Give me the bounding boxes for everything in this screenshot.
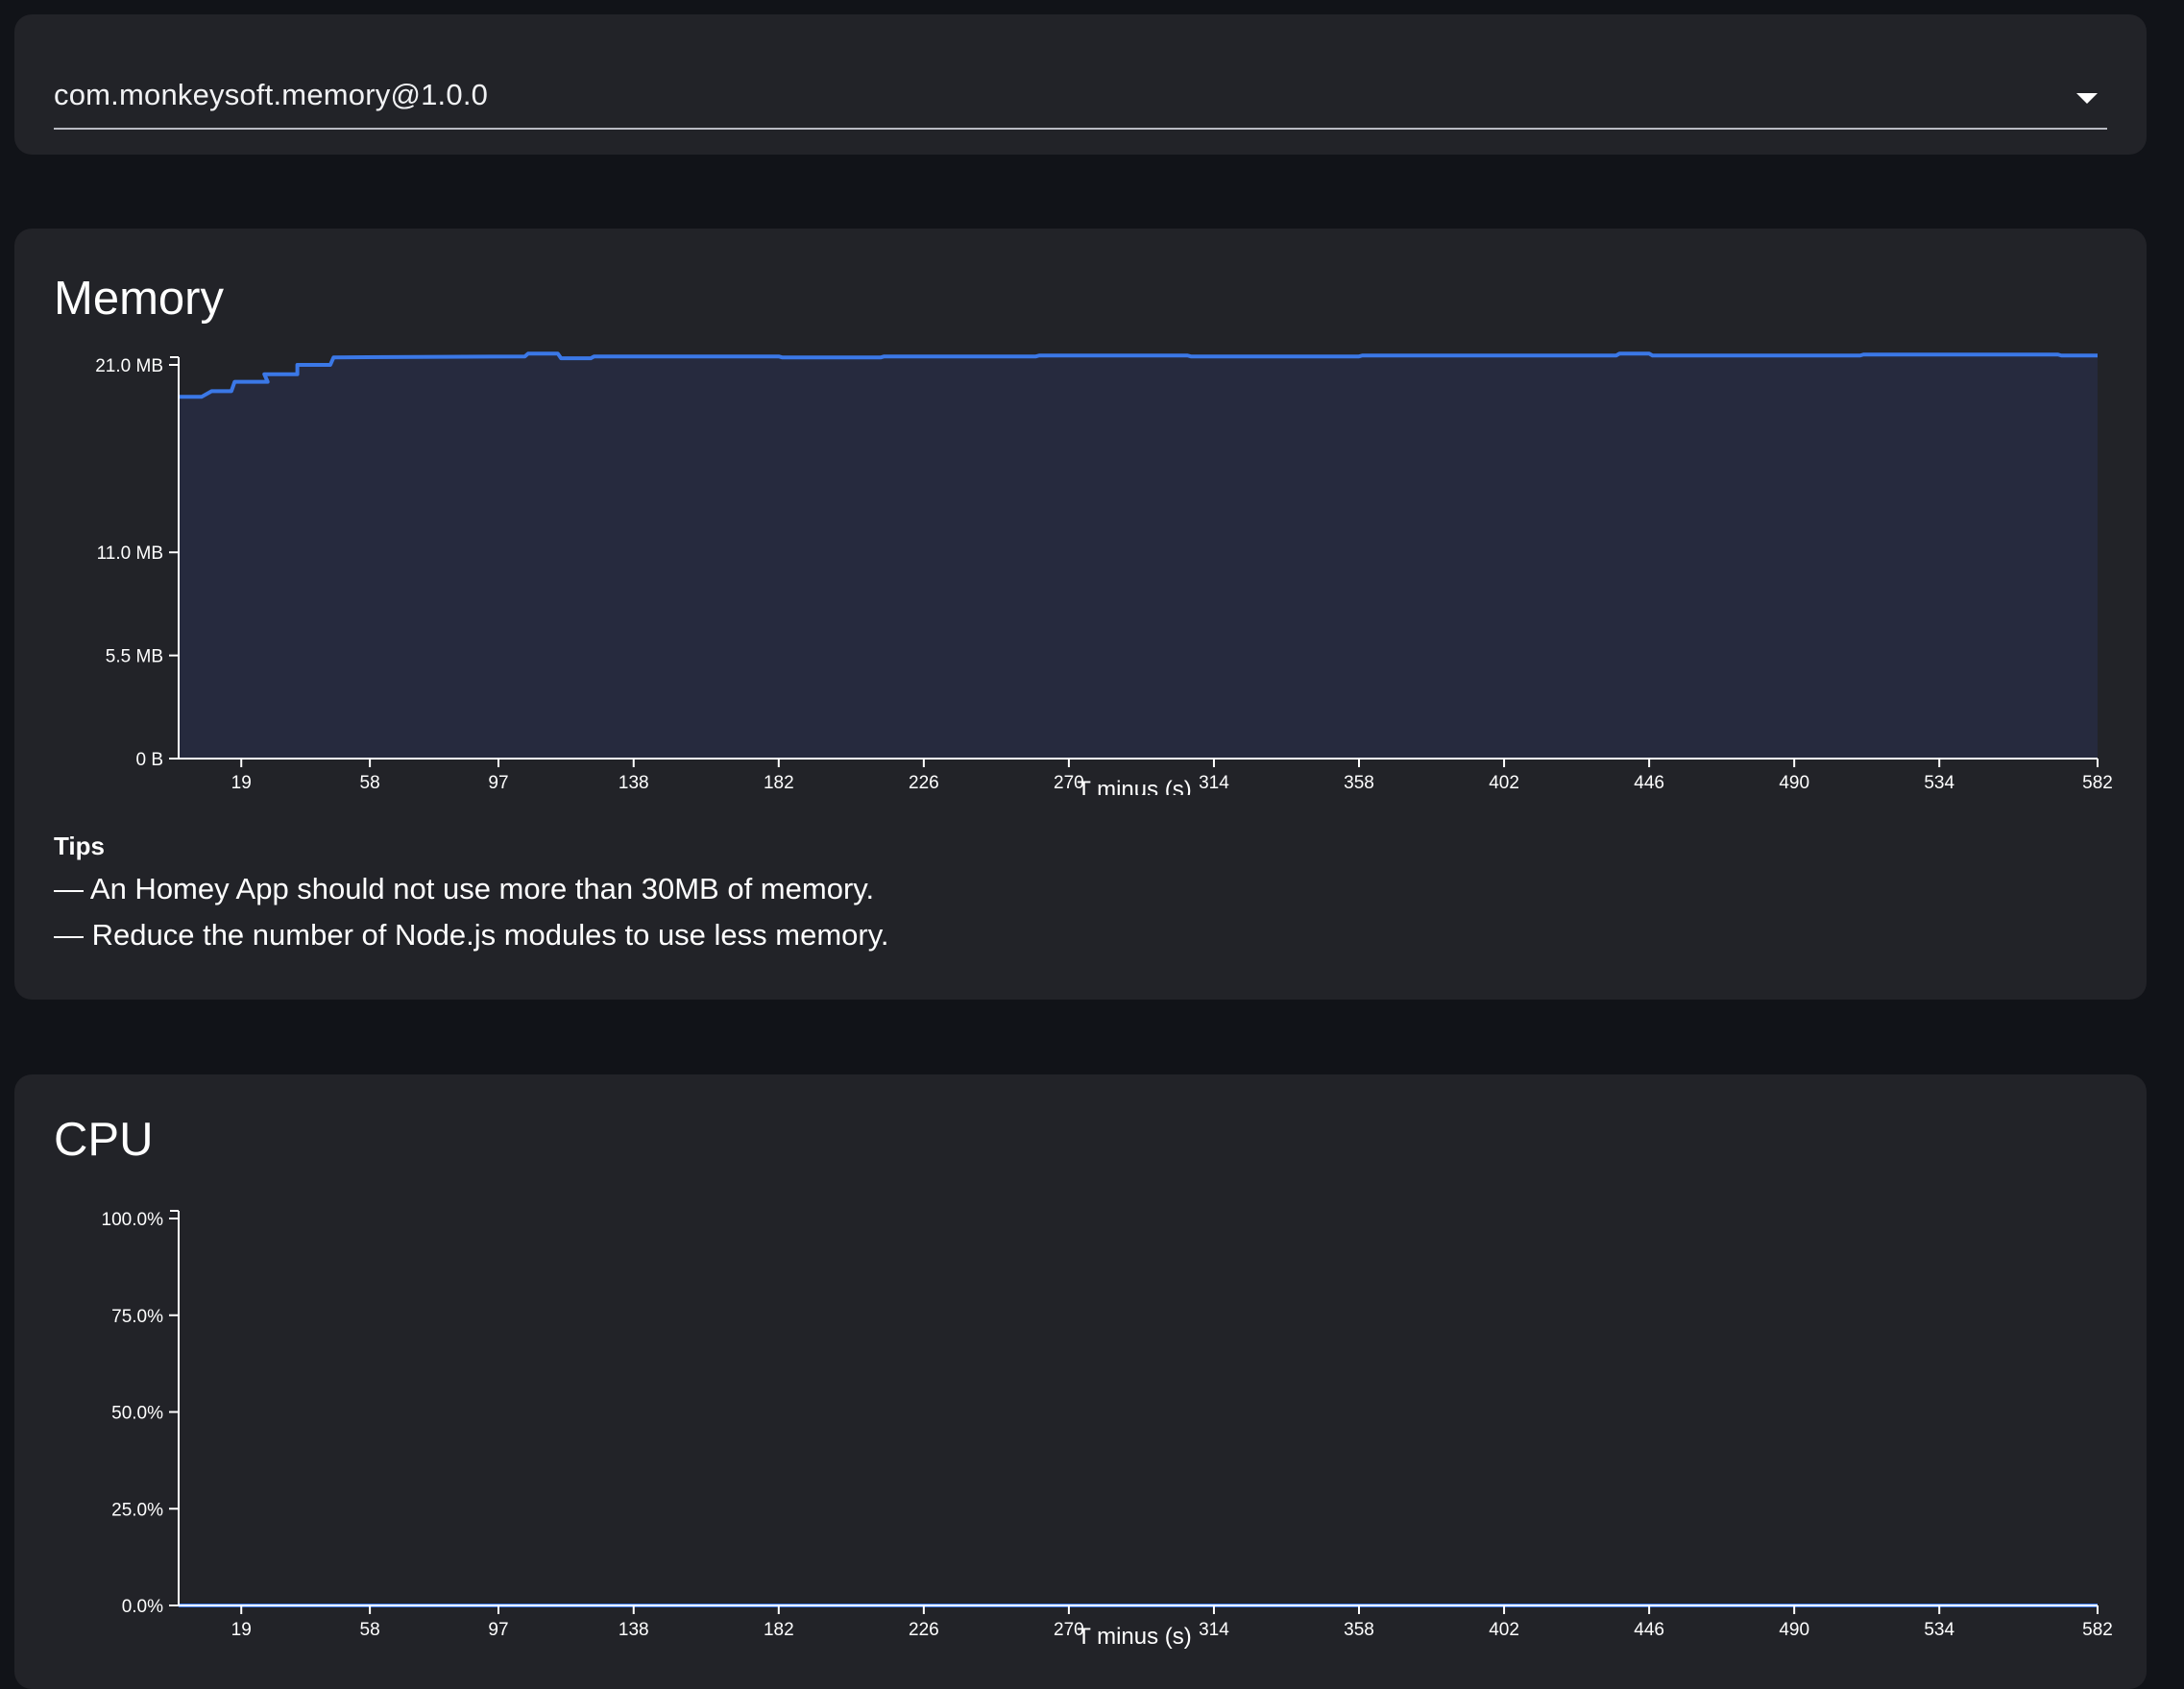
y-tick-label: 0 B — [135, 750, 163, 770]
x-axis-title: T minus (s) — [1077, 1624, 1192, 1650]
app-select-value: com.monkeysoft.memory@1.0.0 — [54, 78, 489, 111]
x-tick-label: 58 — [360, 1620, 380, 1640]
x-tick-label: 58 — [360, 773, 380, 793]
app-select-dropdown[interactable]: com.monkeysoft.memory@1.0.0 — [54, 66, 2107, 130]
app-select-card: com.monkeysoft.memory@1.0.0 — [14, 14, 2147, 155]
memory-card: Memory 0 B 5.5 MB 11.0 MB 21.0 MB 19 58 97 138 1… — [14, 229, 2147, 1000]
x-tick-label: 138 — [619, 1620, 649, 1640]
x-tick-label: 582 — [2082, 773, 2113, 793]
x-tick-label: 402 — [1489, 773, 1519, 793]
y-tick-label: 100.0% — [102, 1210, 164, 1230]
x-tick-label: 19 — [231, 1620, 252, 1640]
y-tick-label: 75.0% — [111, 1307, 163, 1327]
x-tick-label: 226 — [909, 1620, 939, 1640]
tip-item: — Reduce the number of Node.js modules t… — [54, 918, 889, 952]
x-tick-label: 446 — [1634, 773, 1664, 793]
cpu-card: CPU 0.0% 25.0% 50.0% 75.0% 100.0% 19 58 97 138 18… — [14, 1074, 2147, 1689]
x-tick-label: 97 — [488, 773, 508, 793]
y-tick-label: 0.0% — [122, 1597, 163, 1617]
x-tick-label: 446 — [1634, 1620, 1664, 1640]
memory-chart: 0 B 5.5 MB 11.0 MB 21.0 MB 19 58 97 138 182 226 27… — [95, 351, 2113, 795]
x-tick-label: 358 — [1344, 1620, 1374, 1640]
x-tick-label: 402 — [1489, 1620, 1519, 1640]
cpu-chart: 0.0% 25.0% 50.0% 75.0% 100.0% 19 58 97 138 182 226… — [102, 1210, 2113, 1650]
series-area — [179, 353, 2098, 759]
x-tick-label: 358 — [1344, 773, 1374, 793]
x-tick-label: 490 — [1779, 773, 1809, 793]
series-line — [179, 351, 2098, 399]
x-tick-label: 226 — [909, 773, 939, 793]
x-tick-label: 534 — [1924, 1620, 1954, 1640]
x-tick-label: 270 — [1054, 773, 1084, 793]
x-tick-label: 314 — [1199, 1620, 1229, 1640]
y-tick-label: 50.0% — [111, 1404, 163, 1424]
y-tick-label: 25.0% — [111, 1500, 163, 1520]
x-tick-label: 582 — [2082, 1620, 2113, 1640]
x-tick-label: 314 — [1199, 773, 1229, 793]
y-tick-label: 21.0 MB — [95, 356, 163, 376]
y-tick-label: 5.5 MB — [106, 647, 163, 667]
x-axis-title: T minus (s) — [1077, 777, 1192, 795]
x-tick-label: 534 — [1924, 773, 1954, 793]
tips-title: Tips — [54, 832, 105, 860]
cpu-title: CPU — [54, 1114, 154, 1166]
tip-item: — An Homey App should not use more than … — [54, 872, 875, 905]
x-tick-label: 97 — [488, 1620, 508, 1640]
x-tick-label: 270 — [1054, 1620, 1084, 1640]
x-tick-label: 490 — [1779, 1620, 1809, 1640]
x-tick-label: 182 — [764, 773, 794, 793]
x-tick-label: 138 — [619, 773, 649, 793]
chevron-down-icon — [2076, 93, 2098, 104]
x-tick-label: 182 — [764, 1620, 794, 1640]
x-tick-label: 19 — [231, 773, 252, 793]
y-tick-label: 11.0 MB — [97, 543, 163, 564]
memory-title: Memory — [54, 273, 224, 325]
